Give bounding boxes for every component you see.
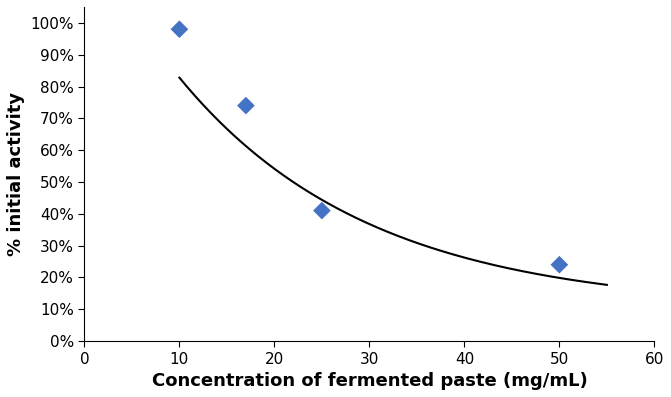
Point [554, 262, 565, 268]
Point [174, 26, 185, 33]
Y-axis label: % initial activity: % initial activity [7, 92, 25, 256]
X-axis label: Concentration of fermented paste (mg/mL): Concentration of fermented paste (mg/mL) [152, 372, 587, 390]
Point [240, 102, 251, 109]
Point [317, 208, 327, 214]
